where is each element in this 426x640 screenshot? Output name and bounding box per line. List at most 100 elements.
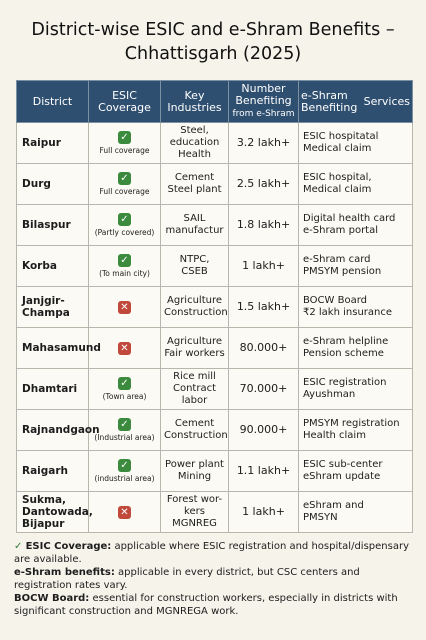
number-cell: 2.5 lakh+	[228, 163, 299, 205]
district-name: Janjgir-Champa	[22, 295, 70, 319]
district-cell: Raipur	[16, 122, 89, 164]
district-name: Bilaspur	[22, 219, 71, 231]
note-bocw: BOCW Board: essential for construction w…	[14, 593, 398, 617]
industry-line: manufactur	[165, 225, 224, 236]
number-cell: 90.000+	[228, 409, 299, 451]
industry-line: Health	[178, 149, 211, 160]
industry-line: Steel,	[180, 125, 209, 136]
services-cell: e-Shram card PMSYM pension	[298, 245, 413, 287]
number-cell: 1.5 lakh+	[228, 286, 299, 328]
esic-coverage-cell: ✓ (Industrial area)	[88, 409, 161, 451]
service-line: Medical claim	[303, 143, 372, 154]
cross-icon: ✕	[118, 505, 131, 519]
district-cell: Sukma, Dantowada, Bijapur	[16, 491, 93, 533]
service-line: e-Shram helpline	[303, 336, 389, 347]
service-line: Digital health card	[303, 213, 396, 224]
coverage-note: (Partly covered)	[94, 227, 155, 237]
number-value: 1.5 lakh+	[236, 300, 291, 313]
number-value: 1.1 lakh+	[236, 464, 291, 477]
header-district: District	[16, 80, 89, 123]
esic-coverage-cell: ✕	[88, 327, 161, 369]
number-cell: 70.000+	[228, 368, 299, 410]
check-icon: ✓	[14, 541, 23, 552]
district-name: Rajnandgaon	[22, 424, 100, 436]
check-icon: ✓	[118, 417, 131, 431]
benefits-table: District ESIC Coverage Key Industries Numb…	[16, 80, 413, 533]
table-row: Bilaspur ✓ (Partly covered) SAIL manufactur 1…	[16, 204, 413, 246]
note-esic: ✓ ESIC Coverage: applicable where ESIC r…	[14, 541, 409, 565]
industry-line: Construction	[164, 430, 228, 441]
industries-cell: Cement Steel plant	[160, 163, 229, 205]
industry-line: Cement	[174, 172, 215, 183]
industries-cell: Forest wor-kers MGNREG	[160, 491, 229, 533]
industries-cell: NTPC, CSEB	[160, 245, 229, 287]
esic-coverage-cell: ✓ (industrial area)	[88, 450, 161, 492]
industry-line: SAIL	[183, 213, 206, 224]
number-value: 1 lakh+	[242, 259, 285, 272]
number-cell: 1 lakh+	[228, 245, 299, 287]
industry-line: Agriculture	[167, 295, 222, 306]
service-line: PMSYM registration	[303, 418, 400, 429]
district-name: Sukma, Dantowada, Bijapur	[22, 494, 93, 530]
district-cell: Rajnandgaon	[16, 409, 100, 451]
esic-coverage-cell: ✕	[88, 491, 161, 533]
coverage-note: Full coverage	[99, 145, 150, 155]
number-value: 90.000+	[239, 423, 288, 436]
esic-coverage-cell: ✓ (Partly covered)	[88, 204, 161, 246]
industry-line: Cement	[174, 418, 215, 429]
district-name: Durg	[22, 178, 51, 190]
cross-icon: ✕	[118, 300, 131, 314]
industry-line: Contract labor	[172, 383, 217, 406]
title-line-1: District-wise ESIC and e-Shram Benefits …	[31, 20, 395, 40]
service-line: eShram update	[303, 471, 381, 482]
service-line: ₹2 lakh insurance	[303, 307, 393, 318]
number-value: 80.000+	[239, 341, 288, 354]
services-cell: e-Shram helpline Pension scheme	[298, 327, 413, 369]
service-line: Medical claim	[303, 184, 372, 195]
table-row: Raipur ✓ Full coverage Steel, education Healt…	[16, 122, 413, 164]
industry-line: kers MGNREG	[172, 506, 217, 529]
service-line: ESIC sub-center	[303, 459, 383, 470]
district-cell: Janjgir-Champa	[16, 286, 89, 328]
district-name: Raipur	[22, 137, 61, 149]
services-cell: ESIC sub-center eShram update	[298, 450, 413, 492]
check-icon: ✓	[118, 171, 131, 185]
industries-cell: Cement Construction	[160, 409, 229, 451]
services-cell: BOCW Board ₹2 lakh insurance	[298, 286, 413, 328]
industry-line: education	[169, 137, 220, 148]
services-cell: ESIC registration Ayushman	[298, 368, 413, 410]
coverage-note: (industrial area)	[94, 473, 155, 483]
header-key-industries: Key Industries	[160, 80, 229, 123]
coverage-note: (To main city)	[99, 268, 150, 278]
table-row: Dhamtari ✓ (Town area) Rice mill Contract la…	[16, 368, 413, 410]
number-value: 1.8 lakh+	[236, 218, 291, 231]
industry-line: Rice mill	[173, 371, 216, 382]
services-cell: ESIC hospitatal Medical claim	[298, 122, 413, 164]
table-row: Sukma, Dantowada, Bijapur ✕ Forest wor-ker…	[16, 491, 413, 533]
service-line: e-Shram card	[303, 254, 371, 265]
table-row: Mahasamund ✕ Agriculture Fair workers 80.000…	[16, 327, 413, 369]
industry-line: Construction	[164, 307, 228, 318]
industries-cell: Power plant Mining	[160, 450, 229, 492]
district-cell: Mahasamund	[16, 327, 101, 369]
check-icon: ✓	[118, 130, 131, 144]
district-cell: Dhamtari	[16, 368, 89, 410]
district-name: Mahasamund	[22, 342, 101, 354]
service-line: PMSYN	[303, 512, 338, 523]
check-icon: ✓	[118, 253, 131, 267]
industry-line: Steel plant	[167, 184, 222, 195]
industries-cell: Rice mill Contract labor	[160, 368, 229, 410]
service-line: Health claim	[303, 430, 366, 441]
industry-line: Agriculture	[167, 336, 222, 347]
industries-cell: Agriculture Construction	[160, 286, 229, 328]
header-esic-coverage: ESIC Coverage	[88, 80, 161, 123]
esic-coverage-cell: ✓ Full coverage	[88, 122, 161, 164]
service-line: eShram and	[303, 500, 364, 511]
table-row: Korba ✓ (To main city) NTPC, CSEB 1 lakh+ e-Sh…	[16, 245, 413, 287]
number-value: 3.2 lakh+	[236, 136, 291, 149]
industry-line: Forest wor-	[166, 494, 223, 505]
services-cell: eShram and PMSYN	[298, 491, 413, 533]
esic-coverage-cell: ✕	[88, 286, 161, 328]
number-cell: 3.2 lakh+	[228, 122, 299, 164]
service-line: ESIC registration	[303, 377, 387, 388]
